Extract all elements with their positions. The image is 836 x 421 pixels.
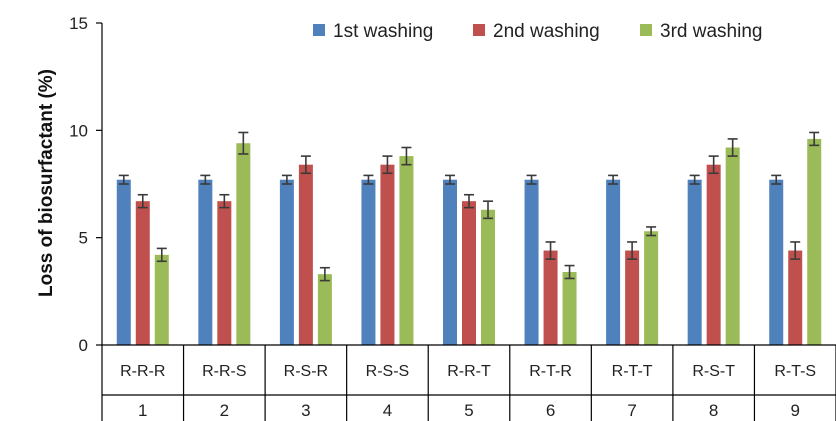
bar: [399, 156, 414, 345]
bar: [443, 179, 457, 345]
y-axis: 0 5 10 15: [69, 14, 103, 355]
bar: [725, 147, 740, 345]
y-tick-label: 10: [69, 121, 88, 140]
bar: [317, 274, 332, 345]
bar: [625, 250, 640, 345]
x-tick-label: R-S-T: [692, 363, 735, 380]
bar: [606, 179, 621, 345]
legend-swatch: [313, 24, 325, 36]
bar: [198, 179, 213, 345]
x-axis: R-R-R 1 R-R-S 2 R-S-R 3 R-S-S 4 R-R-T 5 R-T-R 6 R-T-…: [101, 344, 836, 421]
bar: [279, 179, 294, 345]
legend-swatch: [473, 24, 485, 36]
bar: [524, 179, 539, 345]
x-tick-label: R-R-T: [447, 363, 491, 380]
bars: [116, 131, 822, 345]
bar: [788, 250, 803, 345]
group-number-label: 5: [464, 401, 473, 420]
x-tick-label: R-R-R: [120, 363, 165, 380]
bar: [380, 164, 395, 345]
y-tick-label: 15: [69, 14, 88, 33]
x-tick-label: R-T-T: [612, 363, 653, 380]
bar: [462, 201, 476, 345]
group-number-label: 3: [301, 401, 310, 420]
group-number-label: 4: [383, 401, 392, 420]
bar: [769, 179, 784, 345]
bar: [543, 250, 558, 345]
group-number-label: 6: [546, 401, 555, 420]
bar: [562, 272, 577, 345]
legend-label: 1st washing: [333, 21, 433, 42]
x-tick-label: R-T-R: [529, 363, 572, 380]
group-number-label: 1: [138, 401, 147, 420]
bar: [644, 231, 659, 345]
group-number-label: 8: [709, 401, 718, 420]
x-tick-label: R-T-S: [774, 363, 816, 380]
x-tick-label: R-R-S: [202, 363, 246, 380]
legend: 1st washing 2nd washing 3rd washing: [313, 21, 762, 42]
y-axis-label: Loss of biosurfactant (%): [36, 69, 57, 297]
group-number-label: 9: [790, 401, 799, 420]
group-number-label: 7: [627, 401, 636, 420]
bar: [361, 179, 376, 345]
x-tick-label: R-S-S: [366, 363, 410, 380]
y-tick-label: 5: [79, 229, 88, 248]
legend-swatch: [640, 24, 652, 36]
bar: [217, 201, 232, 345]
bar: [706, 164, 721, 345]
bar: [116, 179, 131, 345]
bar: [807, 138, 822, 345]
bar: [236, 143, 251, 345]
bar: [135, 201, 150, 345]
legend-label: 3rd washing: [660, 21, 762, 42]
bar: [154, 254, 169, 345]
x-tick-label: R-S-R: [284, 363, 328, 380]
bar: [687, 179, 702, 345]
y-tick-label: 0: [79, 336, 88, 355]
bar: [298, 164, 313, 345]
bar: [481, 209, 495, 345]
legend-label: 2nd washing: [493, 21, 600, 42]
group-number-label: 2: [220, 401, 229, 420]
